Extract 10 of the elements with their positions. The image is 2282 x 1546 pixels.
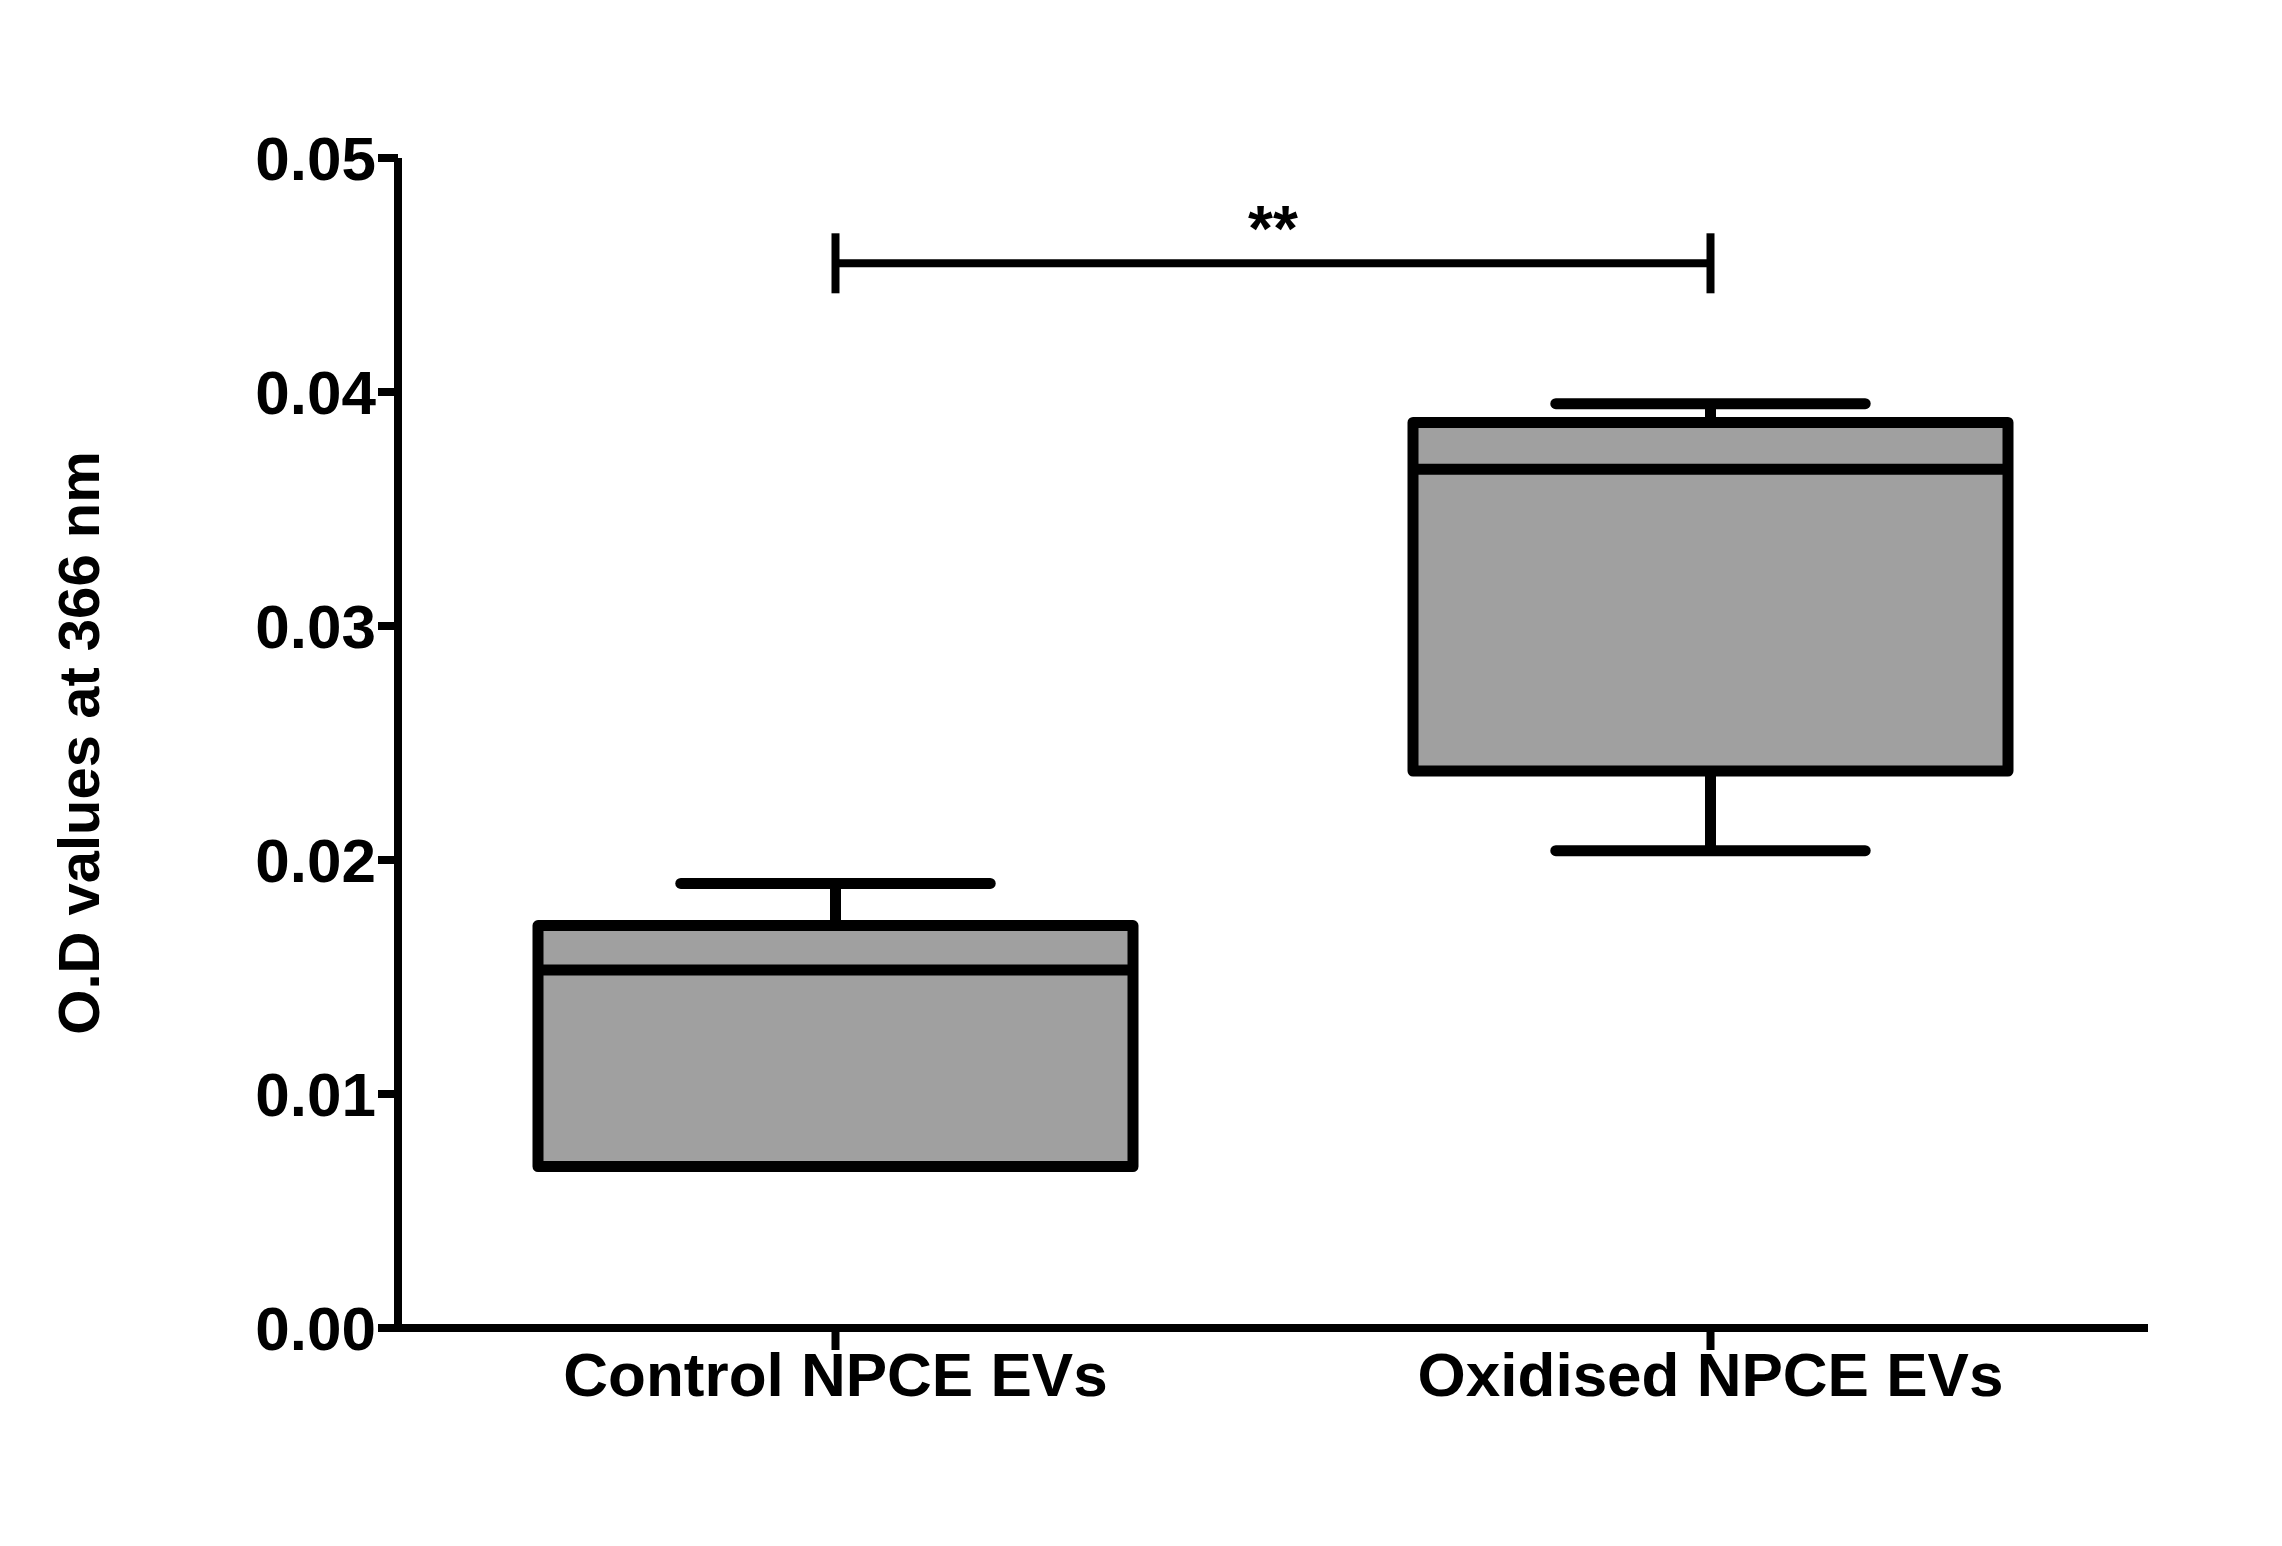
x-tick-label: Oxidised NPCE EVs xyxy=(1417,1340,2004,1410)
y-tick-label: 0.05 xyxy=(255,124,376,194)
y-axis-title: O.D values at 366 nm xyxy=(45,451,111,1035)
y-tick-label: 0.03 xyxy=(255,592,376,662)
y-tick-label: 0.00 xyxy=(255,1294,376,1364)
y-tick-label: 0.01 xyxy=(255,1060,376,1130)
annotation: ** xyxy=(1248,193,1298,266)
y-tick-label: 0.02 xyxy=(255,826,376,896)
y-tick-label: 0.04 xyxy=(255,358,377,428)
x-tick-label: Control NPCE EVs xyxy=(563,1340,1108,1410)
